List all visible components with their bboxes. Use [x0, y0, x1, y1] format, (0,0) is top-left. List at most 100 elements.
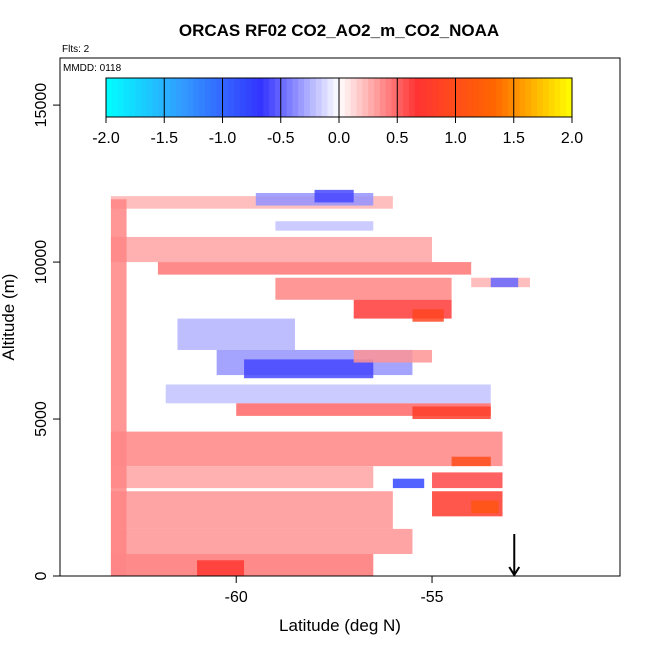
- colorbar-segment: [478, 78, 486, 117]
- heatmap-cell: [157, 262, 472, 275]
- colorbar-segment: [193, 78, 200, 117]
- colorbar-segment: [298, 78, 305, 117]
- heatmap-cell: [244, 359, 374, 379]
- colorbar-segment: [420, 78, 427, 117]
- colorbar-segment: [461, 78, 468, 117]
- colorbar-segment: [537, 78, 544, 117]
- heatmap-cell: [275, 277, 452, 300]
- colorbar-segment: [472, 78, 480, 117]
- y-tick-label: 10000: [33, 240, 50, 285]
- colorbar-segment: [356, 78, 363, 117]
- colorbar-tick-label: -1.5: [150, 130, 178, 147]
- colorbar-tick-label: 0.0: [328, 130, 350, 147]
- colorbar-segment: [548, 78, 556, 117]
- colorbar-tick-label: 0.5: [386, 130, 408, 147]
- colorbar-segment: [385, 78, 393, 117]
- colorbar-segment: [129, 78, 136, 117]
- y-tick-label: 5000: [33, 401, 50, 437]
- colorbar-segment: [170, 78, 177, 117]
- heatmap-cell: [314, 189, 354, 203]
- y-tick-label: 0: [33, 571, 50, 580]
- colorbar-segment: [560, 78, 567, 117]
- colorbar-segment: [187, 78, 194, 117]
- colorbar-segment: [152, 78, 160, 117]
- y-axis: 0 5000 10000 15000: [33, 83, 60, 580]
- colorbar-segment: [379, 78, 387, 117]
- heatmap-cell: [110, 528, 413, 555]
- heatmap-cell: [490, 277, 519, 288]
- heatmap-cell: [110, 236, 433, 263]
- colorbar-tick-label: -0.5: [267, 130, 295, 147]
- colorbar-segment: [449, 78, 457, 117]
- colorbar-segment: [525, 78, 532, 117]
- date-label: MMDD: 0118: [63, 63, 122, 74]
- colorbar: -2.0 -1.5 -1.0 -0.5 0.0 0.5 1.0 1.5 2.0: [92, 77, 583, 147]
- colorbar-segment: [414, 78, 422, 117]
- colorbar-segment: [403, 78, 410, 117]
- heatmap-cell: [110, 466, 374, 489]
- heatmap-cell: [432, 472, 503, 489]
- chart-title: ORCAS RF02 CO2_AO2_m_CO2_NOAA: [179, 21, 499, 40]
- colorbar-segment: [164, 78, 171, 117]
- colorbar-segment: [397, 78, 404, 117]
- colorbar-segment: [239, 78, 247, 117]
- heatmap-cell: [275, 221, 374, 231]
- colorbar-segment: [315, 78, 323, 117]
- colorbar-segment: [438, 78, 445, 117]
- colorbar-segment: [542, 78, 550, 117]
- colorbar-segment: [321, 78, 328, 117]
- colorbar-segment: [432, 78, 439, 117]
- colorbar-segment: [507, 78, 515, 117]
- heatmap-cell: [110, 199, 127, 577]
- heatmap-cell: [412, 406, 491, 420]
- arrow-head: [508, 566, 521, 577]
- colorbar-segment: [123, 78, 130, 117]
- colorbar-segment: [286, 78, 293, 117]
- colorbar-segment: [391, 78, 398, 117]
- colorbar-segment: [455, 78, 462, 117]
- colorbar-segment: [344, 78, 352, 117]
- colorbar-segment: [205, 78, 212, 117]
- colorbar-segment: [269, 78, 276, 117]
- colorbar-segment: [210, 78, 218, 117]
- colorbar-segment: [216, 78, 224, 117]
- heatmap-cell: [412, 309, 444, 322]
- colorbar-segment: [443, 78, 451, 117]
- y-tick-label: 15000: [33, 83, 50, 128]
- colorbar-segment: [222, 78, 229, 117]
- colorbar-segment: [490, 78, 497, 117]
- colorbar-tick-label: 1.5: [503, 130, 525, 147]
- plot-area: [110, 189, 530, 577]
- x-axis: -60 -55: [225, 576, 444, 606]
- colorbar-segment: [426, 78, 433, 117]
- x-axis-label: Latitude (deg N): [279, 616, 401, 635]
- heatmap-cell: [197, 560, 245, 576]
- colorbar-segment: [519, 78, 526, 117]
- x-tick-label: -60: [225, 589, 248, 606]
- colorbar-segment: [373, 78, 381, 117]
- colorbar-segment: [146, 78, 154, 117]
- colorbar-segment: [175, 78, 183, 117]
- colorbar-segment: [274, 78, 282, 117]
- colorbar-segment: [368, 78, 375, 117]
- colorbar-segment: [484, 78, 492, 117]
- flights-label: Flts: 2: [62, 44, 90, 55]
- colorbar-segment: [496, 78, 503, 117]
- heatmap-cell: [165, 384, 491, 404]
- plot-frame: [59, 57, 621, 577]
- y-axis-label: Altitude (m): [0, 274, 18, 361]
- colorbar-segment: [140, 78, 148, 117]
- colorbar-segment: [339, 78, 346, 117]
- heatmap-cell: [177, 318, 295, 350]
- colorbar-segment: [111, 78, 119, 117]
- colorbar-segment: [304, 78, 311, 117]
- colorbar-segment: [234, 78, 241, 117]
- x-tick-label: -55: [420, 589, 443, 606]
- colorbar-segment: [181, 78, 189, 117]
- colorbar-segment: [362, 78, 369, 117]
- position-arrow-marker: [508, 534, 521, 577]
- colorbar-segment: [566, 78, 573, 117]
- colorbar-segment: [117, 78, 125, 117]
- colorbar-tick-label: -2.0: [92, 130, 120, 147]
